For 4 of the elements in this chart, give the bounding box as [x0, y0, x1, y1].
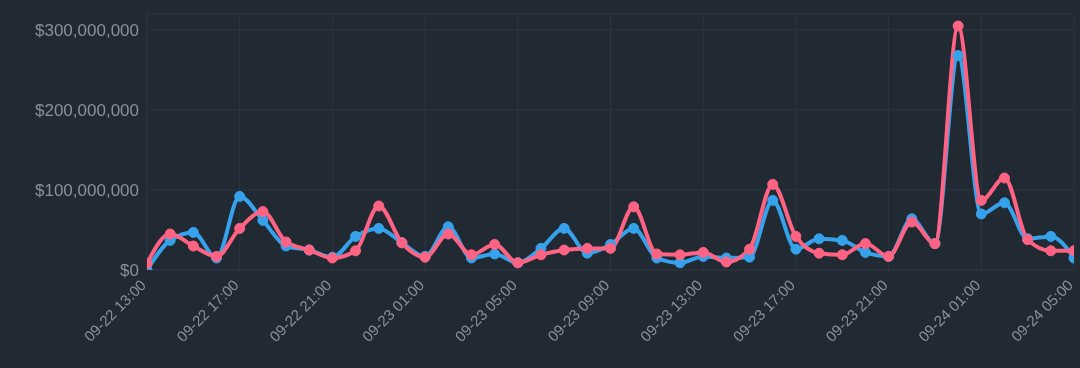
y-tick-label: $100,000,000 [35, 181, 139, 201]
y-tick-label: $200,000,000 [35, 101, 139, 121]
y-tick-label: $300,000,000 [35, 21, 139, 41]
y-tick-label: $0 [120, 261, 139, 281]
